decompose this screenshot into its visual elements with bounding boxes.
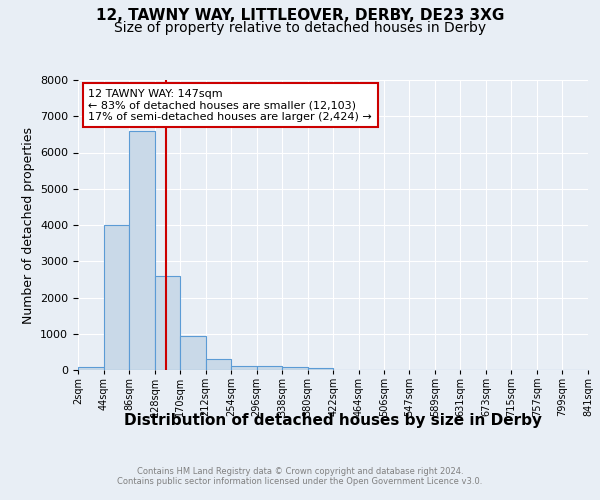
Bar <box>231 366 257 370</box>
Bar <box>308 368 334 370</box>
Text: 12 TAWNY WAY: 147sqm
← 83% of detached houses are smaller (12,103)
17% of semi-d: 12 TAWNY WAY: 147sqm ← 83% of detached h… <box>88 88 372 122</box>
Bar <box>155 276 180 370</box>
Text: Contains HM Land Registry data © Crown copyright and database right 2024.: Contains HM Land Registry data © Crown c… <box>137 468 463 476</box>
Y-axis label: Number of detached properties: Number of detached properties <box>22 126 35 324</box>
Text: Contains public sector information licensed under the Open Government Licence v3: Contains public sector information licen… <box>118 478 482 486</box>
Bar <box>78 368 104 370</box>
Bar <box>104 225 129 370</box>
Bar <box>180 336 206 370</box>
Bar <box>282 368 308 370</box>
Text: Distribution of detached houses by size in Derby: Distribution of detached houses by size … <box>124 412 542 428</box>
Text: Size of property relative to detached houses in Derby: Size of property relative to detached ho… <box>114 21 486 35</box>
Bar <box>129 130 155 370</box>
Bar <box>206 359 231 370</box>
Bar <box>257 366 282 370</box>
Text: 12, TAWNY WAY, LITTLEOVER, DERBY, DE23 3XG: 12, TAWNY WAY, LITTLEOVER, DERBY, DE23 3… <box>96 8 504 22</box>
